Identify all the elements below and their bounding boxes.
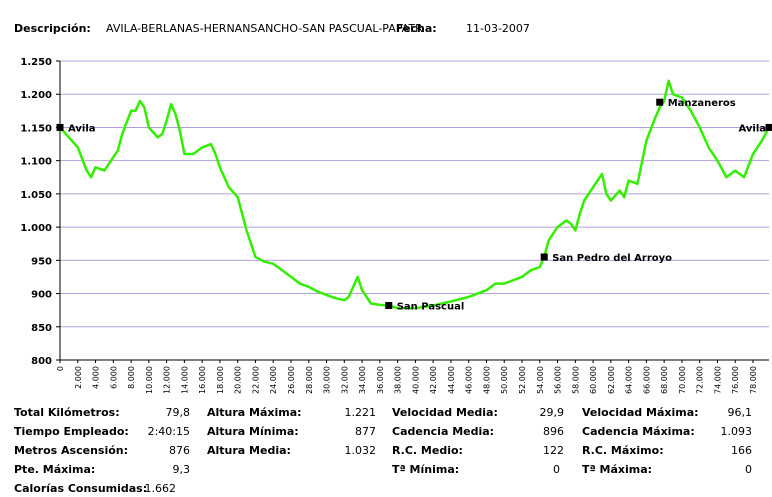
y-tick-label: 1.000 (20, 223, 52, 234)
x-tick-label: 60.000 (589, 366, 598, 394)
x-tick-label: 42.000 (429, 366, 438, 394)
waypoint-marker (385, 302, 393, 310)
waypoint-label: San Pascual (397, 302, 465, 313)
x-tick-label: 4.000 (92, 366, 101, 389)
x-tick-label: 46.000 (465, 366, 474, 394)
x-tick-label: 34.000 (358, 366, 367, 394)
y-axis-ticks: 800 850 900 950 1.000 1.050 1.100 1.150 1.200 1.2… (20, 57, 60, 367)
y-tick-label: 1.150 (20, 123, 52, 134)
x-tick-label: 52.000 (518, 366, 527, 394)
x-tick-label: 64.000 (625, 366, 634, 394)
x-tick-label: 10.000 (145, 366, 154, 394)
x-tick-label: 6.000 (109, 366, 118, 389)
x-tick-label: 70.000 (678, 366, 687, 394)
x-tick-label: 78.000 (749, 366, 758, 394)
x-axis-ticks: 0 2.000 4.000 6.000 8.000 10.000 12.000 14.000 1… (56, 360, 758, 394)
x-tick-label: 22.000 (251, 366, 260, 394)
x-tick-label: 40.000 (411, 366, 420, 394)
x-tick-label: 56.000 (554, 366, 563, 394)
x-tick-label: 32.000 (340, 366, 349, 394)
x-tick-label: 58.000 (571, 366, 580, 394)
y-tick-label: 900 (31, 290, 52, 301)
x-tick-label: 24.000 (269, 366, 278, 394)
x-tick-label: 68.000 (660, 366, 669, 394)
x-tick-label: 76.000 (731, 366, 740, 394)
x-tick-label: 50.000 (500, 366, 509, 394)
y-tick-label: 1.250 (20, 57, 52, 68)
description-value: AVILA-BERLANAS-HERNANSANCHO-SAN PASCUAL-… (106, 22, 423, 35)
waypoint-markers: Avila San Pascual San Pedro del Arroyo Manz… (56, 98, 772, 313)
x-tick-label: 62.000 (607, 366, 616, 394)
elevation-series-line (59, 79, 771, 310)
date-value: 11-03-2007 (466, 22, 530, 35)
waypoint-label: San Pedro del Arroyo (552, 253, 672, 264)
x-tick-label: 74.000 (713, 366, 722, 394)
waypoint-marker (656, 98, 664, 106)
x-tick-label: 72.000 (696, 366, 705, 394)
y-tick-label: 950 (31, 256, 52, 267)
chart-axes (59, 61, 769, 361)
y-tick-label: 800 (31, 356, 52, 367)
date-label: Fecha: (396, 22, 437, 35)
x-tick-label: 44.000 (447, 366, 456, 394)
x-tick-label: 18.000 (216, 366, 225, 394)
x-tick-label: 30.000 (323, 366, 332, 394)
waypoint-label: Avila (68, 123, 96, 134)
x-tick-label: 12.000 (163, 366, 172, 394)
x-tick-label: 14.000 (180, 366, 189, 394)
waypoint-marker (56, 123, 64, 131)
waypoint-marker (765, 123, 772, 131)
description-label: Descripción: (14, 22, 91, 35)
waypoint-marker (540, 253, 548, 261)
y-tick-label: 1.050 (20, 190, 52, 201)
x-tick-label: 26.000 (287, 366, 296, 394)
x-tick-label: 0 (56, 366, 65, 371)
x-tick-label: 8.000 (127, 366, 136, 389)
x-tick-label: 20.000 (234, 366, 243, 394)
x-tick-label: 66.000 (642, 366, 651, 394)
x-tick-label: 54.000 (536, 366, 545, 394)
x-tick-label: 36.000 (376, 366, 385, 394)
waypoint-label: Manzaneros (668, 98, 736, 109)
y-tick-label: 1.200 (20, 90, 52, 101)
x-tick-label: 2.000 (74, 366, 83, 389)
y-tick-label: 850 (31, 323, 52, 334)
x-tick-label: 16.000 (198, 366, 207, 394)
y-tick-label: 1.100 (20, 157, 52, 168)
x-tick-label: 28.000 (305, 366, 314, 394)
x-tick-label: 48.000 (482, 366, 491, 394)
waypoint-label: Avila (738, 123, 766, 134)
x-tick-label: 38.000 (394, 366, 403, 394)
